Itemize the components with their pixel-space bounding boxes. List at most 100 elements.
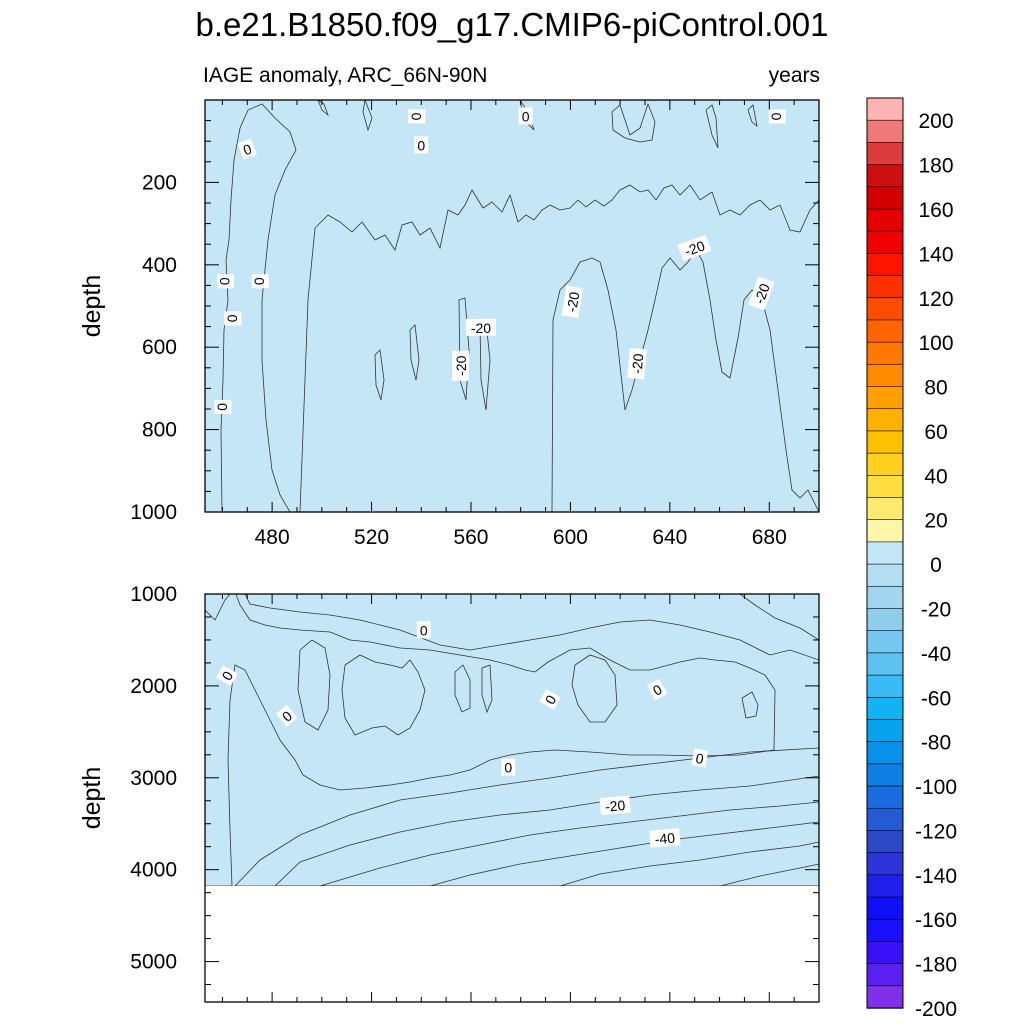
y-tick-label: 4000 [130, 859, 177, 882]
colorbar-swatch [866, 652, 904, 676]
contour-label-box [414, 136, 429, 154]
upper-axis-ticks [205, 99, 820, 513]
lower-band-0-to-minus10 [205, 594, 819, 886]
colorbar-swatch [866, 364, 904, 388]
contour-label-box [649, 828, 681, 848]
y-tick-label: 800 [142, 419, 177, 442]
lower-positive-cell-5 [571, 654, 618, 723]
colorbar-swatch [866, 408, 904, 432]
colorbar-swatch [866, 430, 904, 454]
colorbar-label: 180 [918, 155, 953, 178]
upper-positive-blob-2 [362, 100, 373, 132]
upper-y-axis-label: depth [78, 275, 106, 338]
contour-label-text: -20 [471, 320, 491, 336]
contour-label-text: -40 [654, 830, 676, 848]
contour-label-text: -20 [682, 237, 707, 259]
lower-panel: 1000 2000 3000 4000 5000 0 0 0 0 0 0 0 -20 -40 depth [78, 583, 820, 1003]
colorbar-swatch [866, 386, 904, 410]
colorbar-label: -40 [921, 643, 951, 666]
x-tick-label: 480 [255, 526, 290, 549]
upper-contour-labels: 0 0 0 0 0 0 0 0 0 -20 -20 -20 -20 -20 -20 [214, 107, 786, 414]
colorbar-label: 20 [924, 510, 947, 533]
contour-label-text: -20 [604, 797, 626, 815]
contour-label: 0 [518, 107, 533, 125]
colorbar-label: 100 [918, 332, 953, 355]
colorbar-label: -100 [915, 776, 957, 799]
colorbar-swatch [866, 164, 904, 188]
y-tick-label: 600 [142, 336, 177, 359]
y-tick-label: 2000 [130, 675, 177, 698]
contour-label: -20 [677, 234, 712, 261]
colorbar-swatch [866, 275, 904, 299]
contour-label-box [214, 399, 232, 414]
y-tick-label: 1000 [130, 501, 177, 524]
contour-label-text: -20 [453, 355, 469, 375]
lower-positive-cell-2 [341, 654, 426, 736]
subtitle-right: years [769, 64, 820, 87]
contour-label-box [599, 795, 631, 816]
colorbar [866, 97, 904, 1009]
contour-label-text: -20 [751, 281, 773, 306]
colorbar-label: -60 [921, 687, 951, 710]
x-tick-label: 520 [354, 526, 389, 549]
lower-band-minus30-deep [319, 801, 819, 886]
upper-cell-minus20-a [374, 349, 385, 401]
contour-label-text: -20 [629, 353, 647, 375]
colorbar-swatch [866, 452, 904, 477]
contour-label: 0 [216, 665, 238, 686]
subtitle-left: IAGE anomaly, ARC_66N-90N [203, 64, 487, 87]
contour-label-text: 0 [408, 113, 424, 121]
lower-plot-frame [204, 593, 820, 1003]
contour-label-box [677, 234, 712, 261]
contour-label: 0 [539, 689, 561, 710]
colorbar-swatch [866, 142, 904, 166]
contour-label-text: 0 [420, 622, 428, 638]
contour-label-text: 0 [694, 750, 705, 767]
colorbar-swatch [866, 918, 904, 943]
contour-label: -20 [599, 795, 631, 816]
contour-label: -20 [465, 318, 496, 336]
contour-label-text: 0 [504, 760, 512, 776]
colorbar-labels: 200180160140120100806040200-20-40-60-80-… [915, 110, 957, 1021]
contour-label: -20 [748, 276, 775, 311]
upper-positive-blob-4 [611, 102, 656, 143]
lower-positive-cell-6 [741, 691, 759, 719]
y-tick-label: 200 [142, 171, 177, 194]
lower-axis-tick-labels: 1000 2000 3000 4000 5000 [130, 583, 177, 974]
colorbar-label: 140 [918, 243, 953, 266]
x-tick-label: 640 [652, 526, 687, 549]
contour-label-text: 0 [769, 113, 785, 121]
lower-band-minus20-top [739, 594, 819, 641]
contour-label: 0 [691, 748, 709, 768]
lower-contour-field [205, 594, 819, 886]
contour-label: 0 [275, 704, 298, 727]
lower-positive-cell-4 [481, 664, 493, 714]
lower-positive-cell-1 [297, 639, 331, 731]
colorbar-swatch [866, 785, 904, 809]
contour-label: 0 [214, 399, 232, 414]
colorbar-swatch [866, 186, 904, 210]
contour-label-text: 0 [217, 277, 233, 285]
colorbar-label: 160 [918, 199, 953, 222]
upper-band-minus10-to-minus20 [299, 184, 819, 512]
colorbar-label: -80 [921, 732, 951, 755]
colorbar-swatch [866, 719, 904, 743]
colorbar-swatch [866, 297, 904, 321]
lower-band-minus50-deep [559, 841, 819, 886]
y-tick-label: 400 [142, 254, 177, 277]
colorbar-label: -140 [915, 865, 957, 888]
colorbar-label: 200 [918, 110, 953, 133]
contour-label: 0 [216, 274, 234, 289]
colorbar-swatch [866, 541, 904, 565]
chart-title: b.e21.B1850.f09_g17.CMIP6-piControl.001 [196, 6, 829, 43]
colorbar-swatch [866, 630, 904, 654]
upper-positive-column [220, 103, 297, 512]
y-tick-label: 1000 [130, 583, 177, 606]
contour-label-box [768, 109, 786, 124]
colorbar-swatch [866, 985, 904, 1009]
contour-label-box [216, 274, 234, 289]
x-tick-label: 600 [553, 526, 588, 549]
colorbar-frame [866, 97, 904, 1009]
